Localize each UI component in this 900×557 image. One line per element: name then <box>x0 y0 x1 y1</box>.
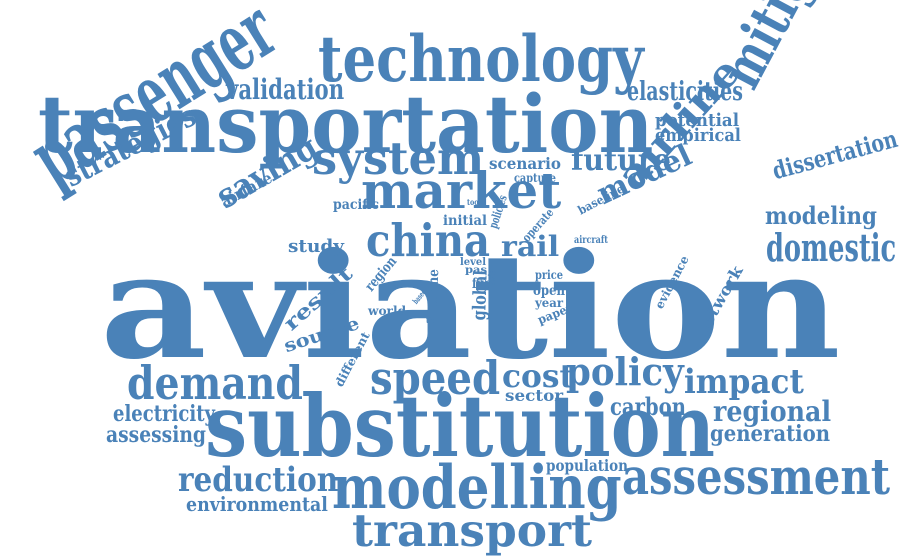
word-population: population <box>546 456 628 475</box>
word-elasticities: elasticities <box>627 77 743 107</box>
word-world: world <box>368 304 407 318</box>
word-system: system <box>312 132 485 185</box>
word-open: open <box>533 283 565 299</box>
word-aircraft: aircraft <box>574 235 609 246</box>
word-assessing: assessing <box>106 422 207 448</box>
word-market: market <box>361 161 562 220</box>
word-speed: speed <box>370 351 501 405</box>
word-capture: capture <box>514 171 556 185</box>
word-tonne: tonne <box>425 268 443 308</box>
word-sector: sector <box>505 386 564 405</box>
word-modelling: modelling <box>332 453 622 523</box>
word-asia: asia <box>487 268 499 286</box>
word-substitution: substitution <box>205 377 716 477</box>
word-assessment: assessment <box>622 447 891 506</box>
word-pacific: pacific <box>333 197 380 213</box>
word-rail: rail <box>501 230 560 263</box>
word-impact: impact <box>684 362 804 402</box>
word-china: china <box>366 214 491 267</box>
word-electricity: electricity <box>113 401 216 427</box>
word-time: time <box>426 315 442 325</box>
word-pas: pas <box>465 265 488 276</box>
word-transport: transport <box>352 504 593 557</box>
word-price: price <box>535 268 564 282</box>
word-initial: initial <box>443 213 487 229</box>
word-study: study <box>288 236 345 257</box>
word-aviation: aviation <box>100 222 841 392</box>
word-environmental: environmental <box>186 492 328 516</box>
word-tool: tool <box>467 197 481 207</box>
word-domestic: domestic <box>766 225 897 270</box>
word-modeling: modeling <box>765 201 877 230</box>
word-validation: validation <box>226 73 345 106</box>
word-dissertation: dissertation <box>769 123 900 186</box>
word-carbon: carbon <box>610 392 686 421</box>
word-future: future <box>571 143 672 178</box>
word-regional: regional <box>713 395 832 428</box>
word-empirical: empirical <box>655 125 741 146</box>
word-technology: technology <box>318 22 644 97</box>
word-level: level <box>460 257 487 268</box>
word-generation: generation <box>710 421 831 447</box>
word-transportation: transportation <box>38 77 654 171</box>
word-fuel: fuel <box>472 276 497 292</box>
word-potential: potential <box>655 110 740 131</box>
word-demand: demand <box>127 356 303 410</box>
word-year: year <box>535 296 564 310</box>
word-policy: policy <box>566 349 684 394</box>
word-scenario: scenario <box>489 154 561 173</box>
word-reduction: reduction <box>178 460 339 500</box>
word-cost: cost <box>502 357 575 395</box>
